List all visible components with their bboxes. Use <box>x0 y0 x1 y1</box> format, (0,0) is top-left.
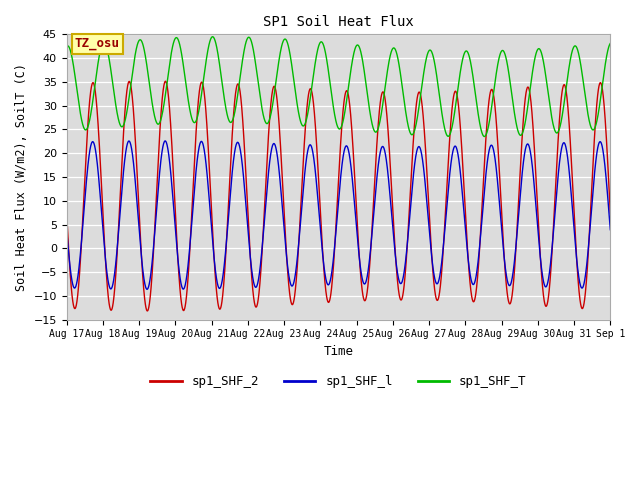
sp1_SHF_l <box>555 165 563 170</box>
sp1_SHF_l <box>63 227 70 232</box>
sp1_SHF_2 <box>180 308 188 313</box>
sp1_SHF_T <box>481 133 488 139</box>
sp1_SHF_2 <box>401 272 409 277</box>
sp1_SHF_2 <box>162 78 170 84</box>
sp1_SHF_T <box>179 61 187 67</box>
Y-axis label: Soil Heat Flux (W/m2), SoilT (C): Soil Heat Flux (W/m2), SoilT (C) <box>15 63 28 291</box>
sp1_SHF_T <box>401 104 409 110</box>
sp1_SHF_T <box>606 41 614 47</box>
sp1_SHF_T <box>392 47 399 53</box>
sp1_SHF_l <box>606 225 614 231</box>
sp1_SHF_2 <box>215 304 223 310</box>
Legend: sp1_SHF_2, sp1_SHF_l, sp1_SHF_T: sp1_SHF_2, sp1_SHF_l, sp1_SHF_T <box>145 371 532 394</box>
sp1_SHF_l <box>161 138 169 144</box>
Line: sp1_SHF_T: sp1_SHF_T <box>67 37 611 136</box>
Line: sp1_SHF_2: sp1_SHF_2 <box>67 81 611 311</box>
sp1_SHF_2 <box>392 255 399 261</box>
Text: TZ_osu: TZ_osu <box>75 37 120 50</box>
sp1_SHF_T <box>209 34 216 40</box>
sp1_SHF_T <box>555 127 563 133</box>
X-axis label: Time: Time <box>323 345 353 358</box>
sp1_SHF_2 <box>606 207 614 213</box>
sp1_SHF_l <box>401 262 409 267</box>
sp1_SHF_l <box>607 227 614 233</box>
sp1_SHF_l <box>215 285 223 291</box>
sp1_SHF_l <box>392 256 399 262</box>
sp1_SHF_T <box>63 44 70 49</box>
sp1_SHF_T <box>215 55 223 61</box>
sp1_SHF_l <box>143 287 151 292</box>
sp1_SHF_2 <box>63 210 70 216</box>
Line: sp1_SHF_l: sp1_SHF_l <box>67 141 611 289</box>
Title: SP1 Soil Heat Flux: SP1 Soil Heat Flux <box>263 15 414 29</box>
sp1_SHF_l <box>180 286 188 292</box>
sp1_SHF_2 <box>607 210 614 216</box>
sp1_SHF_2 <box>143 308 151 314</box>
sp1_SHF_2 <box>555 124 563 130</box>
sp1_SHF_T <box>607 40 614 46</box>
